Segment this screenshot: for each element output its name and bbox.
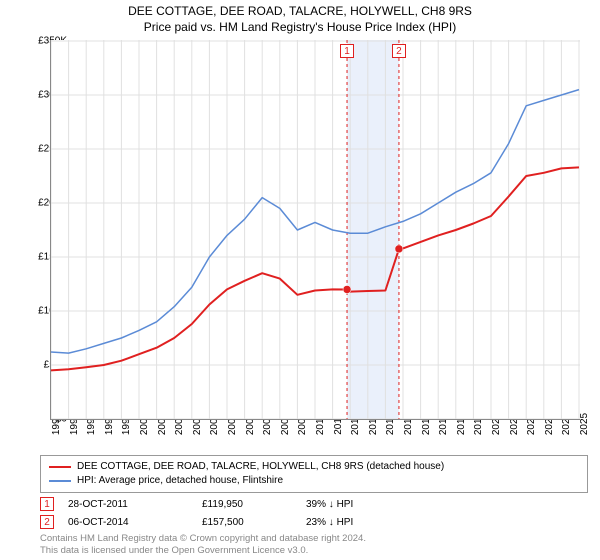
legend-label-property: DEE COTTAGE, DEE ROAD, TALACRE, HOLYWELL…	[77, 460, 444, 474]
legend-box: DEE COTTAGE, DEE ROAD, TALACRE, HOLYWELL…	[40, 455, 588, 493]
legend-swatch-property	[49, 466, 71, 468]
sale-marker-1: 1	[40, 497, 54, 511]
legend-row-property: DEE COTTAGE, DEE ROAD, TALACRE, HOLYWELL…	[49, 460, 579, 474]
x-tick-label: 2025	[579, 413, 590, 435]
sale-row-1: 1 28-OCT-2011 £119,950 39% ↓ HPI	[40, 497, 588, 511]
chart-svg	[50, 40, 580, 420]
attribution-text: Contains HM Land Registry data © Crown c…	[40, 533, 588, 557]
sale-pct-1: 39% ↓ HPI	[306, 499, 396, 510]
chart-plot-area	[50, 40, 580, 420]
chart-footer: DEE COTTAGE, DEE ROAD, TALACRE, HOLYWELL…	[40, 455, 588, 557]
sale-pct-2: 23% ↓ HPI	[306, 517, 396, 528]
sale-marker-2: 2	[40, 515, 54, 529]
attribution-line-1: Contains HM Land Registry data © Crown c…	[40, 533, 588, 545]
sale-date-2: 06-OCT-2014	[68, 517, 188, 528]
chart-container: DEE COTTAGE, DEE ROAD, TALACRE, HOLYWELL…	[0, 0, 600, 560]
chart-title-1: DEE COTTAGE, DEE ROAD, TALACRE, HOLYWELL…	[0, 4, 600, 18]
event-marker-box: 1	[340, 44, 354, 58]
legend-label-hpi: HPI: Average price, detached house, Flin…	[77, 474, 283, 488]
legend-row-hpi: HPI: Average price, detached house, Flin…	[49, 474, 579, 488]
title-block: DEE COTTAGE, DEE ROAD, TALACRE, HOLYWELL…	[0, 0, 600, 34]
sale-date-1: 28-OCT-2011	[68, 499, 188, 510]
sale-price-1: £119,950	[202, 499, 292, 510]
sale-price-2: £157,500	[202, 517, 292, 528]
attribution-line-2: This data is licensed under the Open Gov…	[40, 545, 588, 557]
chart-title-2: Price paid vs. HM Land Registry's House …	[0, 20, 600, 34]
legend-swatch-hpi	[49, 480, 71, 482]
event-marker-box: 2	[392, 44, 406, 58]
sale-row-2: 2 06-OCT-2014 £157,500 23% ↓ HPI	[40, 515, 588, 529]
